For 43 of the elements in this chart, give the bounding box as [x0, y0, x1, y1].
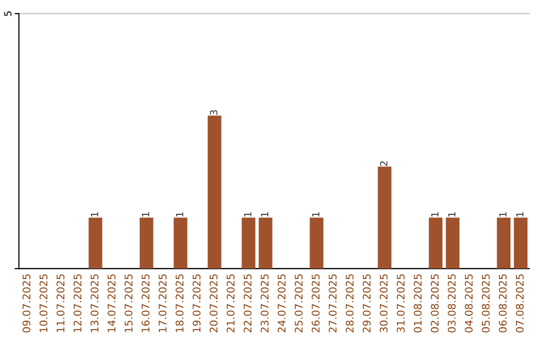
data-label: 1 [244, 212, 252, 217]
y-tick-label: 5 [4, 11, 12, 16]
x-tick-label: 07.08.2025 [516, 274, 524, 332]
x-tick-label: 01.08.2025 [414, 274, 422, 332]
x-tick-label: 25.07.2025 [294, 274, 303, 332]
x-tick-label: 05.08.2025 [482, 274, 490, 332]
data-label: 1 [176, 212, 184, 217]
data-label: 1 [499, 212, 506, 217]
x-tick-label: 12.07.2025 [74, 274, 82, 332]
data-label: 1 [261, 212, 268, 217]
data-label: 1 [448, 212, 456, 217]
x-tick-label: 30.07.2025 [380, 274, 388, 332]
x-tick-label: 21.07.2025 [226, 274, 235, 332]
x-tick-label: 19.07.2025 [192, 274, 201, 332]
x-tick-label: 13.07.2025 [90, 274, 98, 332]
data-label: 1 [431, 212, 438, 217]
data-label: 2 [380, 161, 388, 166]
x-tick-label: 02.08.2025 [430, 274, 439, 332]
x-tick-label: 15.07.2025 [124, 274, 132, 332]
x-tick-label: 16.07.2025 [142, 274, 150, 332]
data-label: 1 [312, 212, 320, 217]
data-label: 1 [516, 212, 524, 217]
x-tick-label: 06.08.2025 [498, 274, 507, 332]
x-tick-label: 03.08.2025 [448, 274, 456, 332]
x-tick-label: 27.07.2025 [328, 274, 337, 332]
x-tick-label: 26.07.2025 [312, 274, 320, 332]
x-tick-label: 24.07.2025 [278, 274, 286, 332]
x-tick-label: 04.08.2025 [464, 274, 473, 332]
x-tick-label: 23.07.2025 [260, 274, 269, 332]
data-label: 1 [91, 212, 98, 217]
x-tick-label: 20.07.2025 [210, 274, 218, 332]
data-label: 1 [142, 212, 150, 217]
x-tick-label: 28.07.2025 [346, 274, 354, 332]
x-tick-label: 18.07.2025 [176, 274, 184, 332]
x-tick-label: 22.07.2025 [244, 274, 252, 332]
x-tick-label: 11.07.2025 [56, 274, 64, 332]
x-tick-label: 14.07.2025 [108, 274, 116, 332]
x-tick-label: 31.07.2025 [396, 274, 405, 332]
data-label: 3 [210, 110, 218, 115]
x-tick-label: 09.07.2025 [22, 274, 30, 332]
x-tick-label: 17.07.2025 [158, 274, 167, 332]
x-tick-label: 10.07.2025 [40, 274, 48, 332]
x-tick-label: 29.07.2025 [362, 274, 371, 332]
